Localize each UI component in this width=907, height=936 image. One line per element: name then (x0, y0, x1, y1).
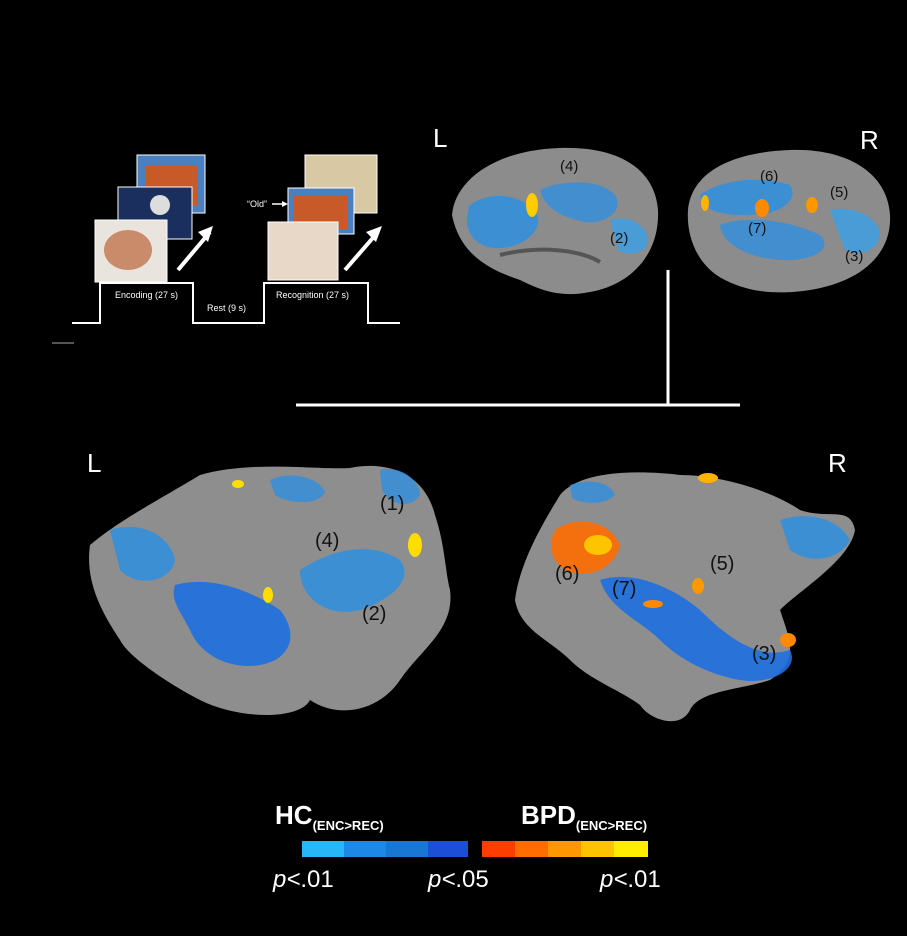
blue-swatch (344, 841, 386, 857)
blue-swatch (302, 841, 344, 857)
flat-right-hemisphere (515, 472, 855, 722)
legend-p-right: p<.01 (600, 866, 661, 893)
legend-bpd-sub: (ENC>REC) (575, 818, 648, 834)
flat-left-label: L (87, 448, 102, 478)
legend-p-mid: p<.05 (428, 866, 489, 893)
flat-right-region-6: (6) (555, 563, 580, 585)
lateral-left-hemisphere (452, 147, 659, 295)
warm-swatch (482, 841, 515, 857)
legend-warm-scale (482, 841, 648, 857)
lat-right-region-7: (7) (748, 220, 767, 237)
flat-left-region-1: (1) (380, 493, 405, 515)
legend-bpd-title: BPD(ENC>REC) (521, 800, 647, 833)
lat-left-region-4: (4) (560, 158, 579, 175)
lat-right-region-6: (6) (760, 168, 779, 185)
flat-left-hemisphere (89, 465, 451, 715)
flat-right-region-5: (5) (710, 553, 735, 575)
legend-blue-scale (302, 841, 468, 857)
legend-p-left: p<.01 (273, 866, 334, 893)
encoding-label: Encoding (27 s) (115, 290, 179, 300)
flat-right-region-3: (3) (752, 643, 777, 665)
warm-swatch (548, 841, 581, 857)
recognition-stimuli (267, 154, 382, 281)
warm-swatch (515, 841, 548, 857)
lateral-left-label: L (433, 123, 448, 153)
rest-label: Rest (9 s) (207, 303, 247, 313)
blue-swatch (386, 841, 428, 857)
lateral-right-hemisphere (687, 149, 891, 293)
old-label: “Old” (247, 199, 267, 209)
legend-hc-title: HC(ENC>REC) (275, 800, 384, 833)
flat-right-region-7: (7) (612, 578, 637, 600)
encoding-stimuli (94, 154, 213, 283)
lat-left-region-2: (2) (610, 230, 629, 247)
lat-right-region-3: (3) (845, 248, 864, 265)
lateral-right-label: R (860, 125, 879, 155)
warm-swatch (614, 841, 648, 857)
warm-swatch (581, 841, 614, 857)
lat-right-region-5: (5) (830, 184, 849, 201)
legend-hc-main: HC (275, 800, 313, 830)
blue-swatch (428, 841, 468, 857)
flat-left-region-4: (4) (315, 530, 340, 552)
legend-bpd-main: BPD (521, 800, 576, 830)
flat-right-label: R (828, 448, 847, 478)
legend-hc-sub: (ENC>REC) (312, 818, 384, 834)
recognition-label: Recognition (27 s) (276, 290, 350, 300)
flat-left-region-2: (2) (362, 603, 387, 625)
